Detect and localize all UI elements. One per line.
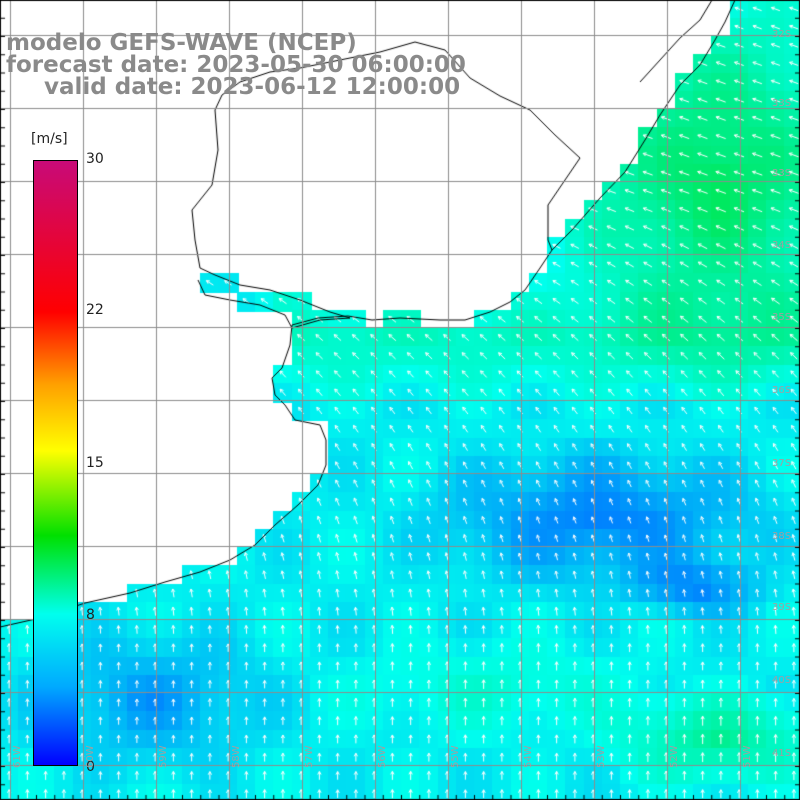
colorbar-unit: [m/s] [31,131,68,147]
lon-label-60w: 60W [85,745,96,768]
lat-label-39s: 39S [772,602,792,613]
title-forecast-date: forecast date: 2023-05-30 06:00:00 [6,52,466,78]
lon-label-57w: 57W [304,745,315,768]
colorbar [33,160,78,766]
lon-label-55w: 55W [450,745,461,768]
lon-label-52w: 52W [669,745,680,768]
colorbar-tick-30: 30 [86,151,104,167]
lat-label-32s: 32S [772,29,792,40]
lat-label-35s: 35S [772,312,792,323]
colorbar-tick-22: 22 [86,302,104,318]
lon-label-56w: 56W [377,745,388,768]
title-model: modelo GEFS-WAVE (NCEP) [6,30,357,56]
lat-label-37s: 37S [772,458,792,469]
lat-label-33s-b: 33S [772,168,792,179]
colorbar-tick-15: 15 [86,455,104,471]
lat-label-41s: 41S [772,748,792,759]
lon-label-59w: 59W [158,745,169,768]
lon-label-61w: 61W [12,745,23,768]
lon-label-51w: 51W [742,745,753,768]
lon-label-58w: 58W [231,745,242,768]
lat-label-38s: 38S [772,531,792,542]
lon-label-54w: 54W [523,745,534,768]
lat-label-36s: 36S [772,385,792,396]
title-valid-date: valid date: 2023-06-12 12:00:00 [44,74,461,100]
lat-label-40s: 40S [772,675,792,686]
lat-label-33s: 33S [772,98,792,109]
colorbar-tick-8: 8 [86,607,95,623]
colorbar-tick-0: 0 [86,759,95,775]
lon-label-53w: 53W [596,745,607,768]
lat-label-34s: 34S [772,240,792,251]
